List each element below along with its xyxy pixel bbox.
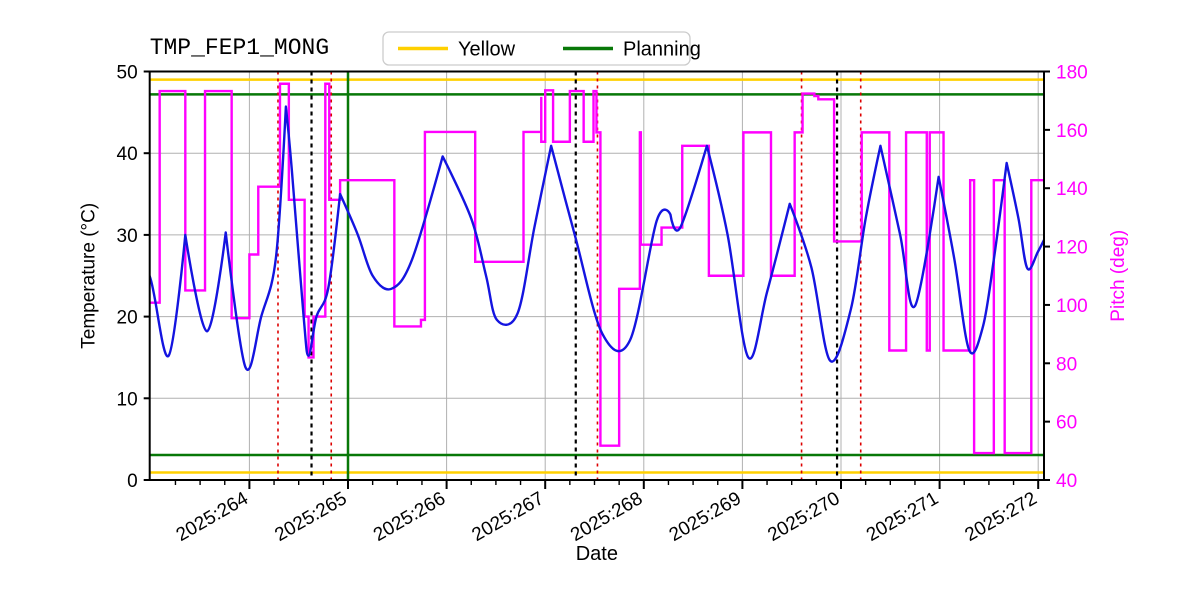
svg-text:160: 160 (1056, 121, 1088, 142)
svg-text:30: 30 (117, 226, 138, 247)
svg-text:10: 10 (117, 389, 138, 410)
svg-text:Date: Date (576, 543, 618, 565)
svg-text:40: 40 (117, 144, 138, 165)
svg-text:100: 100 (1056, 296, 1088, 317)
svg-text:Pitch (deg): Pitch (deg) (1108, 230, 1129, 322)
svg-text:60: 60 (1056, 413, 1077, 434)
svg-text:40: 40 (1056, 471, 1077, 492)
svg-text:50: 50 (117, 63, 138, 84)
svg-text:0: 0 (127, 471, 138, 492)
svg-text:20: 20 (117, 308, 138, 329)
svg-text:Yellow: Yellow (458, 39, 516, 61)
svg-text:180: 180 (1056, 63, 1088, 84)
svg-text:140: 140 (1056, 179, 1088, 200)
svg-text:TMP_FEP1_MONG: TMP_FEP1_MONG (150, 35, 329, 61)
svg-text:Temperature (°C): Temperature (°C) (79, 203, 100, 349)
svg-text:Planning: Planning (623, 39, 701, 61)
svg-text:80: 80 (1056, 354, 1077, 375)
svg-text:120: 120 (1056, 238, 1088, 259)
